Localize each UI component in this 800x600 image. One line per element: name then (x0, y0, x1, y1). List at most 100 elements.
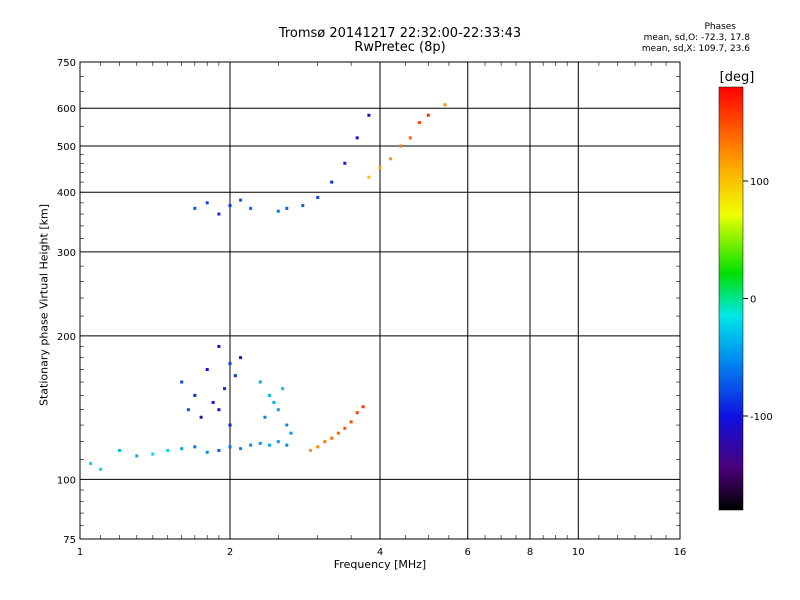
data-point (330, 436, 334, 440)
data-point (263, 415, 267, 419)
data-point (276, 408, 280, 412)
y-tick-label: 500 (57, 142, 76, 153)
colorbar-tick-label: 100 (750, 177, 769, 188)
data-point (228, 204, 232, 208)
y-tick-label: 75 (63, 535, 76, 546)
colorbar-tick-label: 0 (750, 295, 756, 306)
y-tick-label: 400 (57, 188, 76, 199)
x-tick-label: 4 (377, 547, 383, 558)
data-point (443, 103, 447, 107)
colorbar-ticks: -100 0 100 (743, 177, 773, 423)
x-tick-label: 16 (674, 547, 687, 558)
x-axis-ticks: 1 2 4 6 8 10 16 (77, 62, 687, 558)
data-point (276, 209, 280, 213)
stats-x-mode: mean, sd,X: 109.7, 23.6 (641, 44, 750, 54)
data-point (217, 448, 221, 452)
stats-heading: Phases (704, 22, 736, 32)
data-point (367, 175, 371, 179)
data-point (217, 408, 221, 412)
x-axis-label: Frequency [MHz] (333, 558, 427, 571)
y-axis-label: Stationary phase Virtual Height [km] (37, 203, 51, 407)
data-points (89, 103, 447, 471)
data-point (223, 387, 227, 391)
data-point (336, 431, 340, 435)
data-point (228, 423, 232, 427)
chart-grid (80, 62, 680, 539)
data-point (285, 443, 289, 447)
data-point (389, 157, 393, 161)
data-point (267, 393, 271, 397)
data-point (193, 445, 197, 449)
data-point (323, 440, 327, 444)
data-point (361, 405, 365, 409)
data-point (217, 344, 221, 348)
data-point (89, 461, 93, 465)
data-point (399, 144, 403, 148)
data-point (239, 198, 243, 202)
data-point (205, 367, 209, 371)
data-point (211, 400, 215, 404)
data-point (417, 121, 421, 125)
y-tick-label: 750 (57, 58, 76, 69)
data-point (349, 420, 353, 424)
data-point (426, 113, 430, 117)
data-point (343, 426, 347, 430)
colorbar-tick-label: -100 (750, 412, 773, 423)
data-point (249, 206, 253, 210)
data-point (355, 136, 359, 140)
x-tick-label: 2 (227, 547, 233, 558)
y-tick-label: 100 (57, 475, 76, 486)
colorbar-label: [deg] (719, 70, 755, 85)
data-point (367, 113, 371, 117)
data-point (272, 400, 276, 404)
data-point (343, 161, 347, 165)
data-point (308, 448, 312, 452)
data-point (301, 204, 305, 208)
data-point (180, 447, 184, 451)
data-point (258, 380, 262, 384)
data-point (180, 380, 184, 384)
data-point (228, 445, 232, 449)
data-point (193, 393, 197, 397)
chart-subtitle: RwPretec (8p) (354, 40, 446, 55)
stats-o-mode: mean, sd,O: -72.3, 17.8 (643, 33, 750, 43)
data-point (233, 374, 237, 378)
y-tick-label: 600 (57, 104, 76, 115)
data-point (276, 440, 280, 444)
data-point (316, 195, 320, 199)
data-point (285, 206, 289, 210)
data-point (166, 448, 170, 452)
data-point (117, 448, 121, 452)
data-point (186, 408, 190, 412)
colorbar (718, 86, 744, 511)
data-point (330, 180, 334, 184)
data-point (205, 201, 209, 205)
chart-title: Tromsø 20141217 22:32:00-22:33:43 (278, 26, 522, 41)
data-point (285, 423, 289, 427)
data-point (355, 411, 359, 415)
data-point (99, 467, 103, 471)
data-point (267, 443, 271, 447)
x-tick-label: 1 (77, 547, 83, 558)
data-point (281, 387, 285, 391)
data-point (316, 445, 320, 449)
data-point (205, 450, 209, 454)
y-tick-label: 300 (57, 248, 76, 259)
data-point (217, 212, 221, 216)
x-tick-label: 8 (527, 547, 533, 558)
data-point (239, 447, 243, 451)
data-point (199, 415, 203, 419)
x-tick-label: 6 (465, 547, 471, 558)
data-point (193, 206, 197, 210)
data-point (135, 454, 139, 458)
data-point (378, 166, 382, 170)
x-tick-label: 10 (572, 547, 585, 558)
data-point (289, 431, 293, 435)
data-point (258, 441, 262, 445)
data-point (151, 452, 155, 456)
data-point (408, 136, 412, 140)
data-point (239, 356, 243, 360)
y-axis-ticks: 75 100 200 300 400 500 600 750 (57, 58, 680, 546)
data-point (228, 361, 232, 365)
